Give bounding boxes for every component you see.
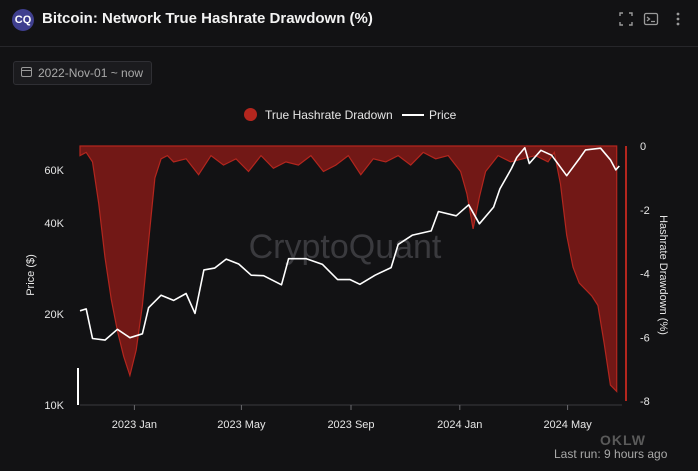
legend-label-price[interactable]: Price (429, 108, 457, 122)
more-vertical-icon[interactable] (670, 11, 686, 27)
y-axis-label-left: Price ($) (25, 254, 37, 296)
y-left-tick-label: 60K (44, 165, 64, 177)
cryptoquant-logo: CQ (12, 9, 34, 31)
price-line (79, 147, 620, 341)
date-range-picker[interactable]: 2022-Nov-01 ~ now (13, 61, 153, 85)
chart-title: Bitcoin: Network True Hashrate Drawdown … (42, 10, 373, 27)
y-left-tick-label: 10K (44, 400, 64, 412)
x-tick-label: 2024 May (543, 419, 592, 431)
drawdown-area-layer (79, 145, 618, 393)
hashrate-drawdown-area (79, 145, 618, 393)
legend-label-hashrate-drawdown[interactable]: True Hashrate Dradown (265, 108, 393, 122)
y-right-tick-label: -2 (640, 205, 650, 217)
fullscreen-icon[interactable] (618, 11, 634, 27)
y-right-tick-label: 0 (640, 141, 646, 153)
y-axis-label-right: Hashrate Drawdown (%) (657, 215, 669, 335)
x-tick-label: 2024 Jan (437, 419, 482, 431)
y-right-tick-label: -8 (640, 396, 650, 408)
legend-swatch-price[interactable] (402, 114, 424, 116)
chart-legend: True Hashrate Dradown Price (0, 106, 698, 124)
x-tick-label: 2023 Sep (327, 419, 374, 431)
x-tick-label: 2023 May (217, 419, 266, 431)
y-right-tick-label: -4 (640, 269, 650, 281)
last-run-text: Last run: 9 hours ago (554, 447, 668, 461)
price-line-layer (79, 147, 620, 341)
x-tick-label: 2023 Jan (112, 419, 157, 431)
terminal-icon[interactable] (643, 11, 659, 27)
y-left-tick-label: 40K (44, 218, 64, 230)
legend-swatch-hashrate-drawdown[interactable] (244, 108, 257, 121)
chart-header: CQ Bitcoin: Network True Hashrate Drawdo… (0, 0, 698, 47)
corner-watermark: OKLW (600, 432, 646, 448)
y-right-tick-label: -6 (640, 332, 650, 344)
y-left-tick-label: 20K (44, 309, 64, 321)
date-range-label: 2022-Nov-01 ~ now (38, 66, 144, 80)
axes-layer: 10K 20K 40K 60K 0 -2 -4 -6 -8 2023 Jan 2023 May 202… (44, 141, 649, 431)
watermark-text: CryptoQuant (249, 228, 442, 266)
calendar-icon (21, 67, 32, 77)
